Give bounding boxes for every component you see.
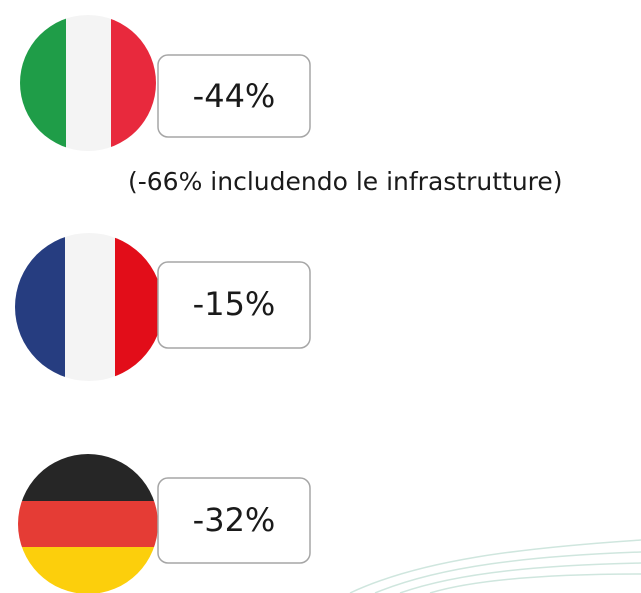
note: (-66% includendo le infrastrutture) [128, 167, 563, 196]
label-box [157, 477, 311, 564]
label-box [157, 261, 311, 349]
decoration [349, 539, 641, 593]
flag-italy [20, 15, 156, 151]
flag-france [15, 233, 163, 381]
label-box [157, 54, 311, 138]
percent-label: -32% [193, 501, 276, 539]
percent-label: -15% [193, 285, 276, 323]
flag-germany [18, 454, 158, 593]
percent-label: -44% [193, 77, 276, 115]
